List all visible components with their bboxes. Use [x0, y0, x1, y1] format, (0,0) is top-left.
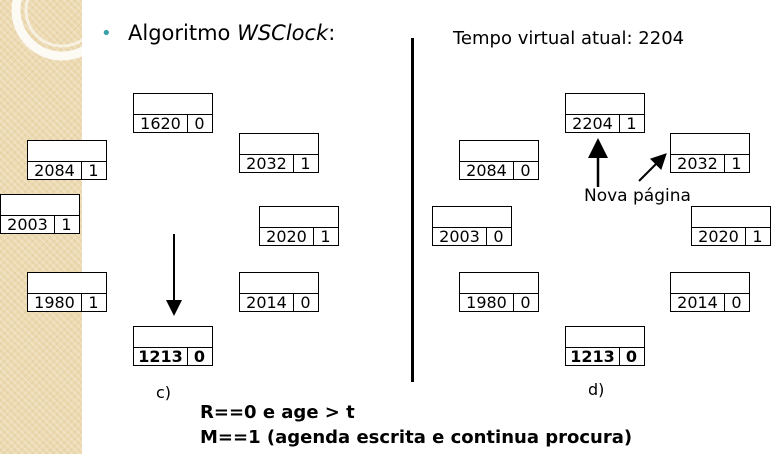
frame-page-number: 2084: [28, 161, 82, 180]
frame-left-1980: 1980 1: [27, 272, 107, 312]
frame-r-bit: 0: [194, 114, 205, 133]
frame-page-number: 2204: [566, 114, 620, 133]
frame-page-number: 2020: [260, 227, 314, 246]
frame-right-2204: 2204 1: [565, 93, 645, 133]
caption-c: c): [156, 383, 172, 402]
frame-left-1213: 1213 0: [133, 326, 213, 366]
frame-right-1213: 1213 0: [565, 326, 645, 366]
frame-page-number: 1980: [28, 293, 82, 312]
new-page-label: Nova página: [584, 186, 691, 206]
frame-page-number: 2014: [671, 293, 725, 312]
frame-left-2020: 2020 1: [259, 206, 339, 246]
frame-r-bit: 1: [300, 154, 311, 173]
frame-r-bit: 1: [626, 114, 637, 133]
frame-page-number: 1620: [134, 114, 188, 133]
caption-d: d): [588, 380, 605, 399]
frame-right-2014: 2014 0: [670, 272, 750, 312]
frame-right-1980: 1980 0: [459, 272, 539, 312]
decorative-swirl-icon: [11, 0, 110, 61]
frame-right-2084: 2084 0: [459, 140, 539, 180]
frame-page-number: 2020: [692, 227, 746, 246]
rule-line-r: R==0 e age > t: [200, 402, 355, 423]
frame-r-bit: 0: [193, 347, 206, 366]
divider-line: [411, 38, 414, 382]
frame-page-number: 1213: [566, 347, 620, 366]
frame-r-bit: 1: [88, 161, 99, 180]
frame-left-2003: 2003 1: [0, 194, 80, 234]
frame-left-2084: 2084 1: [27, 140, 107, 180]
frame-page-number: 2032: [240, 154, 294, 173]
frame-page-number: 2032: [671, 154, 725, 173]
bullet-icon: •: [101, 23, 112, 44]
frame-r-bit: 0: [300, 293, 311, 312]
frame-r-bit: 0: [493, 227, 504, 246]
new-page-arrow-diagonal: [638, 153, 667, 182]
virtual-time-label: Tempo virtual atual: 2204: [453, 28, 685, 49]
frame-page-number: 1980: [460, 293, 514, 312]
frame-r-bit: 1: [752, 227, 763, 246]
slide-title: Algoritmo WSClock:: [128, 21, 336, 45]
frame-page-number: 2003: [433, 227, 487, 246]
frame-r-bit: 0: [731, 293, 742, 312]
frame-page-number: 2003: [1, 215, 55, 234]
frame-left-2014: 2014 0: [239, 272, 319, 312]
frame-right-2020: 2020 1: [691, 206, 771, 246]
frame-right-2003: 2003 0: [432, 206, 512, 246]
frame-page-number: 2084: [460, 161, 514, 180]
frame-r-bit: 0: [520, 293, 531, 312]
frame-r-bit: 1: [320, 227, 331, 246]
frame-r-bit: 0: [520, 161, 531, 180]
frame-page-number: 1213: [134, 347, 188, 366]
rule-line-m: M==1 (agenda escrita e continua procura): [200, 427, 633, 448]
frame-left-1620: 1620 0: [133, 93, 213, 133]
frame-r-bit: 1: [731, 154, 742, 173]
frame-r-bit: 0: [625, 347, 638, 366]
frame-left-2032: 2032 1: [239, 133, 319, 173]
frame-r-bit: 1: [88, 293, 99, 312]
frame-r-bit: 1: [61, 215, 72, 234]
frame-right-2032: 2032 1: [670, 133, 750, 173]
frame-page-number: 2014: [240, 293, 294, 312]
